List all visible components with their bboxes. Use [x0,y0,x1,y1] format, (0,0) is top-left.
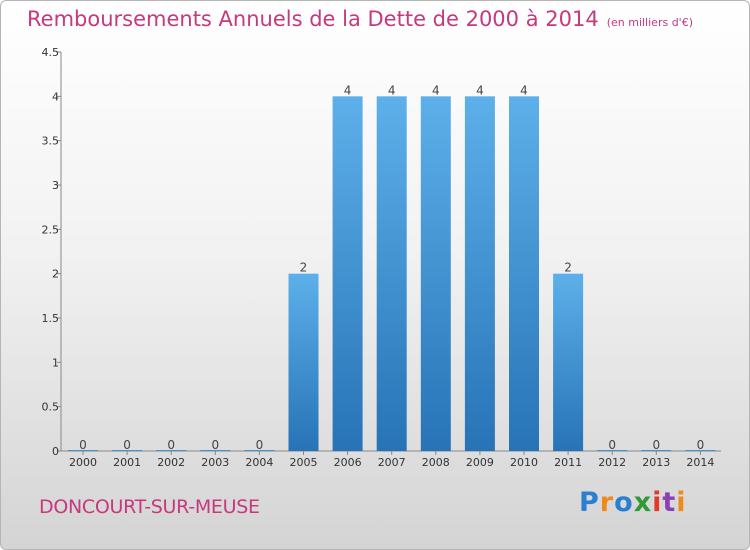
bars [68,96,716,451]
y-tick-label: 0 [52,445,59,458]
title-row: Remboursements Annuels de la Dette de 20… [27,7,693,31]
logo-letter: i [676,487,687,518]
x-tick-label: 2008 [422,456,450,469]
bar [553,273,584,451]
bar [597,450,628,451]
x-tick-label: 2000 [69,456,97,469]
logo-letter: P [579,487,600,518]
data-label: 0 [167,438,175,452]
x-tick-label: 2003 [201,456,229,469]
x-tick-label: 2012 [598,456,626,469]
data-label: 4 [344,83,352,97]
data-label: 0 [652,438,660,452]
logo-letter: t [662,487,677,518]
logo-letter: r [599,487,615,518]
x-tick-label: 2001 [113,456,141,469]
location-label: DONCOURT-SUR-MEUSE [39,496,260,518]
bar [288,273,319,451]
y-tick-label: 1 [52,356,59,369]
x-tick-label: 2002 [157,456,185,469]
chart-subtitle: (en milliers d'€) [606,16,693,29]
bar [685,450,716,451]
x-tick-label: 2014 [686,456,714,469]
data-label: 4 [388,83,396,97]
data-label: 4 [476,83,484,97]
logo-letter: i [652,487,663,518]
data-label: 2 [300,261,308,275]
chart-title: Remboursements Annuels de la Dette de 20… [27,7,599,31]
bar [156,450,187,451]
x-tick-label: 2011 [554,456,582,469]
bar [244,450,275,451]
logo-letter: x [633,487,653,518]
logo-letter: o [614,487,634,518]
data-label: 4 [520,83,528,97]
y-tick-label: 4.5 [42,46,60,59]
data-label: 0 [123,438,131,452]
bar [509,96,539,451]
data-label: 0 [256,438,264,452]
bar [376,96,407,451]
x-tick-label: 2009 [466,456,494,469]
labels: 0 0 0 0 0 2 4 4 4 4 4 2 0 0 0 [79,83,704,452]
y-tick-label: 2.5 [42,223,60,236]
data-label: 4 [432,83,440,97]
y-tick-label: 3.5 [42,135,60,148]
y-tick-label: 3 [52,179,59,192]
data-label: 0 [79,438,87,452]
bar [200,450,231,451]
bar [420,96,451,451]
bar [332,96,363,451]
data-label: 0 [211,438,219,452]
data-label: 2 [564,261,572,275]
x-tick-label: 2005 [290,456,318,469]
proxiti-logo: Proxiti [579,487,687,518]
x-tick-label: 2013 [642,456,670,469]
y-tick-label: 4 [52,90,59,103]
x-tick-label: 2004 [245,456,273,469]
y-tick-label: 0.5 [42,401,60,414]
y-tick-label: 2 [52,268,59,281]
bar [641,450,672,451]
data-label: 0 [608,438,616,452]
bar [464,96,495,451]
bar [68,450,98,451]
y-tick-label: 1.5 [42,312,60,325]
x-tick-label: 2010 [510,456,538,469]
data-label: 0 [697,438,705,452]
bar [112,450,143,451]
x-tick-label: 2006 [334,456,362,469]
x-tick-label: 2007 [378,456,406,469]
